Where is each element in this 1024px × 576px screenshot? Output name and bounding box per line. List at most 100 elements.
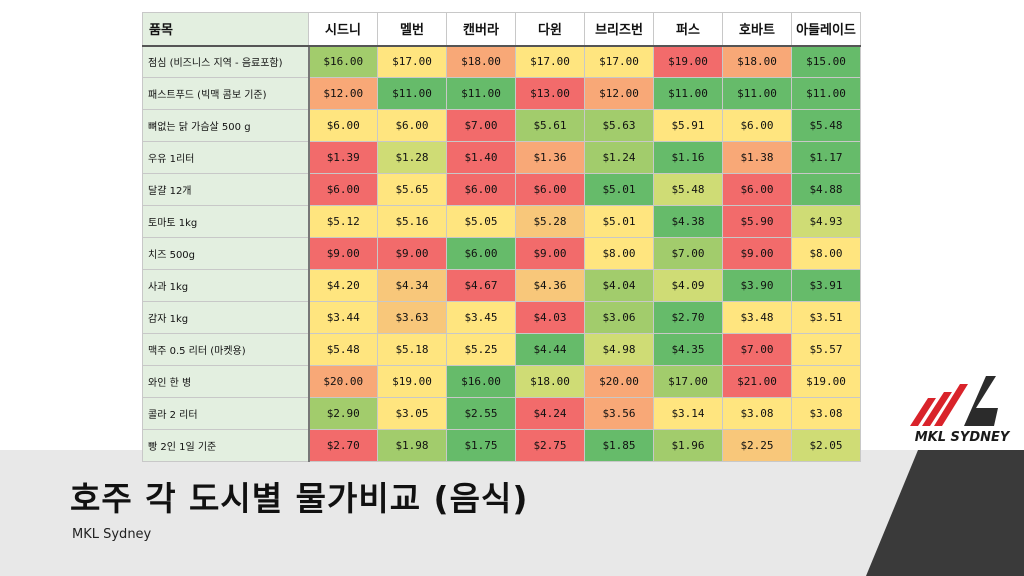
city-column-header: 멜번 <box>377 12 447 47</box>
price-cell: $17.00 <box>584 45 654 78</box>
price-cell: $3.08 <box>722 397 792 430</box>
price-cell: $17.00 <box>377 45 447 78</box>
price-cell: $6.00 <box>446 173 516 206</box>
price-cell: $4.38 <box>653 205 723 238</box>
price-cell: $1.17 <box>791 141 861 174</box>
price-cell: $6.00 <box>377 109 447 142</box>
price-cell: $4.44 <box>515 333 585 366</box>
item-name-cell: 감자 1kg <box>142 301 310 334</box>
item-name-cell: 치즈 500g <box>142 237 310 270</box>
price-cell: $3.90 <box>722 269 792 302</box>
price-cell: $16.00 <box>446 365 516 398</box>
price-cell: $5.18 <box>377 333 447 366</box>
price-cell: $5.16 <box>377 205 447 238</box>
price-cell: $6.00 <box>308 173 378 206</box>
price-cell: $11.00 <box>791 77 861 110</box>
item-name-cell: 맥주 0.5 리터 (마켓용) <box>142 333 310 366</box>
price-cell: $1.39 <box>308 141 378 174</box>
price-cell: $5.48 <box>653 173 723 206</box>
price-cell: $2.75 <box>515 429 585 462</box>
price-cell: $4.20 <box>308 269 378 302</box>
price-cell: $11.00 <box>653 77 723 110</box>
table-row: 와인 한 병 $20.00 $19.00 $16.00 $18.00 $20.00 $17.… <box>142 365 861 398</box>
table-row: 우유 1리터 $1.39 $1.28 $1.40 $1.36 $1.24 $1.16 $1.3… <box>142 141 861 174</box>
price-cell: $17.00 <box>653 365 723 398</box>
price-cell: $4.36 <box>515 269 585 302</box>
price-cell: $8.00 <box>791 237 861 270</box>
price-cell: $11.00 <box>722 77 792 110</box>
price-cell: $2.55 <box>446 397 516 430</box>
table-row: 빵 2인 1일 기준 $2.70 $1.98 $1.75 $2.75 $1.85 $1.96… <box>142 429 861 462</box>
price-cell: $1.98 <box>377 429 447 462</box>
table-body: 점심 (비즈니스 지역 - 음료포함) $16.00 $17.00 $18.00 $17… <box>142 45 861 462</box>
table-row: 사과 1kg $4.20 $4.34 $4.67 $4.36 $4.04 $4.09 $3.9… <box>142 269 861 302</box>
price-cell: $11.00 <box>377 77 447 110</box>
price-cell: $5.01 <box>584 173 654 206</box>
price-cell: $11.00 <box>446 77 516 110</box>
price-cell: $5.90 <box>722 205 792 238</box>
price-cell: $2.70 <box>308 429 378 462</box>
city-column-header: 캔버라 <box>446 12 516 47</box>
page-title: 호주 각 도시별 물가비교 (음식) <box>70 479 529 518</box>
city-column-header: 퍼스 <box>653 12 723 47</box>
price-cell: $9.00 <box>722 237 792 270</box>
price-cell: $7.00 <box>722 333 792 366</box>
price-cell: $9.00 <box>377 237 447 270</box>
table-row: 맥주 0.5 리터 (마켓용) $5.48 $5.18 $5.25 $4.44 $4.98… <box>142 333 861 366</box>
price-cell: $5.57 <box>791 333 861 366</box>
bottom-band <box>0 450 1024 576</box>
price-cell: $5.48 <box>308 333 378 366</box>
price-cell: $16.00 <box>308 45 378 78</box>
item-name-cell: 뼈없는 닭 가슴살 500 g <box>142 109 310 142</box>
price-cell: $19.00 <box>377 365 447 398</box>
price-cell: $18.00 <box>446 45 516 78</box>
item-name-cell: 와인 한 병 <box>142 365 310 398</box>
price-cell: $4.24 <box>515 397 585 430</box>
item-name-cell: 달걀 12개 <box>142 173 310 206</box>
price-cell: $1.36 <box>515 141 585 174</box>
price-cell: $15.00 <box>791 45 861 78</box>
price-cell: $19.00 <box>791 365 861 398</box>
price-cell: $21.00 <box>722 365 792 398</box>
price-cell: $6.00 <box>515 173 585 206</box>
city-column-header: 호바트 <box>722 12 792 47</box>
table-row: 콜라 2 리터 $2.90 $3.05 $2.55 $4.24 $3.56 $3.14 $3.… <box>142 397 861 430</box>
price-cell: $18.00 <box>515 365 585 398</box>
item-column-header: 품목 <box>142 12 309 47</box>
price-table: 품목 시드니 멜번 캔버라 다윈 브리즈번 퍼스 호바트 아들레이드 점심 (비즈니스 지역 … <box>142 12 861 462</box>
price-cell: $8.00 <box>584 237 654 270</box>
price-cell: $5.05 <box>446 205 516 238</box>
price-cell: $20.00 <box>584 365 654 398</box>
item-name-cell: 점심 (비즈니스 지역 - 음료포함) <box>142 45 310 78</box>
price-cell: $2.25 <box>722 429 792 462</box>
item-name-cell: 빵 2인 1일 기준 <box>142 429 310 462</box>
item-name-cell: 콜라 2 리터 <box>142 397 310 430</box>
table-row: 치즈 500g $9.00 $9.00 $6.00 $9.00 $8.00 $7.00 $9.… <box>142 237 861 270</box>
price-cell: $12.00 <box>584 77 654 110</box>
logo-text: MKL SYDNEY <box>914 430 1010 445</box>
table-row: 토마토 1kg $5.12 $5.16 $5.05 $5.28 $5.01 $4.38 $5.… <box>142 205 861 238</box>
price-cell: $1.38 <box>722 141 792 174</box>
price-cell: $2.70 <box>653 301 723 334</box>
price-cell: $17.00 <box>515 45 585 78</box>
price-cell: $1.24 <box>584 141 654 174</box>
price-cell: $1.75 <box>446 429 516 462</box>
price-cell: $7.00 <box>653 237 723 270</box>
price-cell: $4.03 <box>515 301 585 334</box>
price-cell: $1.16 <box>653 141 723 174</box>
price-cell: $4.34 <box>377 269 447 302</box>
page-subtitle: MKL Sydney <box>72 527 152 542</box>
mkl-logo-icon <box>910 376 998 426</box>
city-column-header: 아들레이드 <box>791 12 861 47</box>
price-cell: $4.67 <box>446 269 516 302</box>
price-cell: $1.28 <box>377 141 447 174</box>
price-cell: $4.09 <box>653 269 723 302</box>
price-cell: $5.48 <box>791 109 861 142</box>
price-cell: $6.00 <box>722 109 792 142</box>
price-cell: $5.28 <box>515 205 585 238</box>
city-column-header: 브리즈번 <box>584 12 654 47</box>
price-cell: $3.44 <box>308 301 378 334</box>
price-cell: $3.45 <box>446 301 516 334</box>
price-cell: $1.96 <box>653 429 723 462</box>
price-cell: $3.05 <box>377 397 447 430</box>
